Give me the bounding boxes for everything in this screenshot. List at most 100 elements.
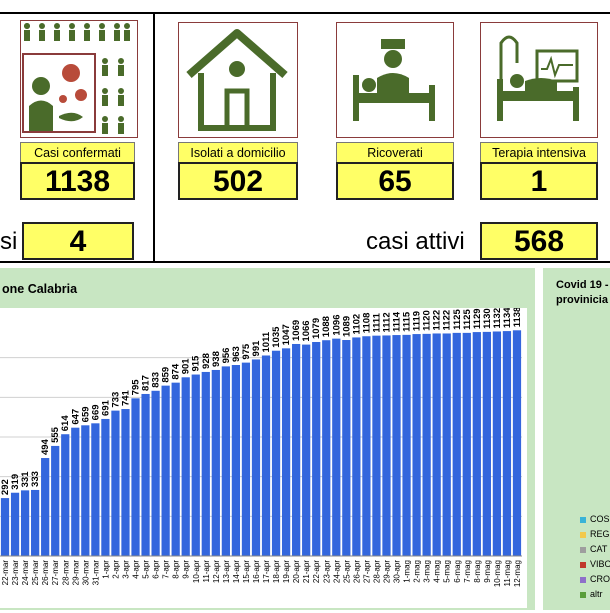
- bar-data-label: 555: [50, 426, 61, 443]
- bar: [81, 425, 90, 556]
- bar: [20, 490, 30, 556]
- divider-vertical: [153, 12, 155, 262]
- bar: [312, 341, 321, 556]
- bar: [332, 338, 341, 556]
- bar-data-label: 1122: [442, 310, 453, 331]
- bar-data-label: 1079: [311, 318, 322, 339]
- bar-data-label: 1047: [281, 324, 292, 345]
- bar-data-label: 1130: [482, 308, 493, 329]
- x-tick-label: 10-apr: [192, 560, 201, 583]
- bar: [201, 371, 210, 556]
- x-tick-label: 14-apr: [232, 560, 241, 583]
- bar-data-label: 833: [151, 372, 162, 388]
- bar-data-label: 1134: [502, 308, 513, 328]
- hospitalized-label: Ricoverati: [336, 142, 454, 164]
- bar: [462, 332, 471, 556]
- bar-data-label: 938: [211, 351, 222, 367]
- bar: [251, 359, 261, 556]
- bar: [121, 409, 130, 556]
- bar-data-label: 333: [30, 471, 41, 487]
- legend-label: CRO: [590, 574, 610, 584]
- bar: [141, 393, 150, 556]
- bar-data-label: 1066: [301, 320, 312, 341]
- legend-label: VIBO: [590, 559, 610, 569]
- bar-data-label: 1132: [492, 308, 503, 328]
- legend-label: CAT: [590, 544, 608, 554]
- bar: [171, 382, 180, 556]
- bar: [292, 343, 301, 556]
- x-tick-label: 25-mar: [31, 560, 40, 586]
- x-tick-label: 10-mag: [493, 560, 502, 587]
- confirmed-cases-label: Casi confermati: [20, 142, 135, 164]
- bar: [41, 458, 50, 556]
- bar-data-label: 1120: [422, 310, 433, 331]
- legend-item: REG: [580, 529, 610, 539]
- x-tick-label: 30-apr: [393, 560, 402, 583]
- bar: [402, 334, 411, 556]
- x-tick-label: 1-mag: [403, 560, 412, 583]
- bar-data-label: 1119: [412, 311, 423, 331]
- x-tick-label: 5-mag: [443, 560, 452, 583]
- bar-data-label: 1114: [392, 311, 403, 332]
- bar: [271, 350, 281, 556]
- bar: [241, 362, 251, 556]
- x-tick-label: 18-apr: [272, 560, 281, 583]
- bar: [101, 418, 110, 556]
- intensive-care-icon-box: [480, 22, 598, 138]
- x-tick-label: 17-apr: [262, 560, 271, 583]
- divider-horizontal: [0, 261, 610, 263]
- bar: [131, 398, 140, 556]
- x-tick-label: 1-apr: [101, 560, 110, 579]
- bar-data-label: 928: [201, 353, 212, 369]
- x-tick-label: 15-apr: [242, 560, 251, 583]
- bar: [512, 330, 522, 556]
- x-tick-label: 19-apr: [282, 560, 291, 583]
- bar: [31, 489, 40, 556]
- bar: [322, 340, 331, 556]
- bar: [0, 498, 10, 556]
- bar: [211, 369, 220, 556]
- x-tick-label: 26-mar: [41, 560, 50, 586]
- bar: [111, 410, 120, 556]
- x-tick-label: 7-mag: [463, 560, 472, 583]
- bar-data-label: 859: [161, 367, 172, 383]
- bar: [482, 331, 491, 556]
- bar-data-label: 659: [80, 406, 91, 422]
- x-tick-label: 30-mar: [81, 560, 90, 586]
- hospitalized-value: 65: [336, 162, 454, 200]
- bar: [10, 492, 20, 556]
- active-cases-value: 568: [480, 222, 598, 260]
- bar-data-label: 1011: [261, 331, 272, 352]
- partial-value: 4: [22, 222, 134, 260]
- bar-data-label: 319: [10, 474, 21, 490]
- bar: [61, 434, 70, 556]
- x-tick-label: 26-apr: [352, 560, 361, 583]
- x-tick-label: 12-mag: [513, 560, 522, 587]
- bar-data-label: 1115: [402, 311, 413, 332]
- bar-data-label: 975: [241, 343, 252, 360]
- bar-data-label: 1125: [452, 309, 463, 330]
- x-tick-label: 23-mar: [11, 560, 20, 586]
- province-chart-title-line2: provinicia: [556, 294, 608, 306]
- x-tick-label: 7-apr: [162, 560, 171, 579]
- x-tick-label: 8-mag: [473, 560, 482, 583]
- bar: [382, 335, 391, 556]
- legend-label: altr: [590, 589, 603, 599]
- x-tick-label: 21-apr: [302, 560, 311, 583]
- province-chart-panel: [543, 268, 610, 610]
- x-tick-label: 9-mag: [483, 560, 492, 583]
- legend-label: REG: [590, 529, 610, 539]
- bar-data-label: 1089: [341, 316, 352, 337]
- legend-swatch: [580, 546, 586, 553]
- legend-item: altr: [580, 589, 603, 599]
- bar-data-label: 915: [191, 355, 202, 372]
- chart-title: one Calabria: [2, 282, 78, 296]
- x-tick-label: 31-mar: [91, 560, 100, 586]
- bar-data-label: 1108: [361, 313, 372, 334]
- bar: [412, 334, 421, 556]
- active-cases-label: casi attivi: [366, 228, 465, 255]
- x-tick-label: 25-apr: [342, 560, 351, 583]
- legend-swatch: [580, 576, 586, 583]
- cumulative-cases-chart: 292 22-mar 319 23-mar 331 24-mar 333 25-mar 494 2…: [0, 307, 523, 587]
- bar-data-label: 795: [131, 379, 142, 396]
